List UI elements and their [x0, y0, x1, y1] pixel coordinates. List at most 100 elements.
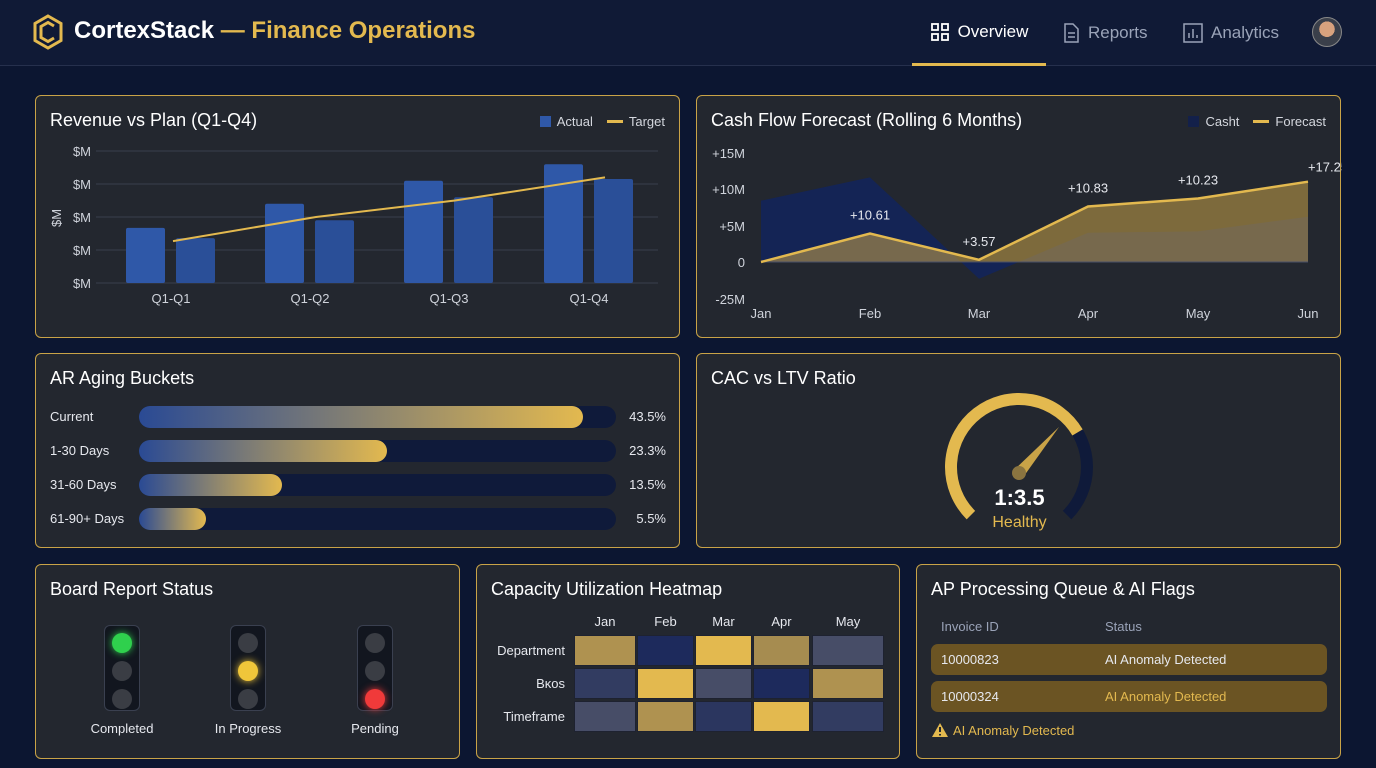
gauge-fill [945, 393, 1083, 520]
revenue-panel: Revenue vs Plan (Q1-Q4) Actual Target $M $… [35, 95, 680, 338]
ap-title: AP Processing Queue & AI Flags [931, 579, 1195, 599]
data-label: +10.61 [850, 208, 890, 223]
status-label: Completed [90, 721, 154, 736]
ar-bar-track [139, 508, 616, 530]
y-tick: $M [73, 144, 91, 159]
heatmap-cell[interactable] [574, 668, 636, 699]
heatmap-cell[interactable] [812, 635, 884, 666]
heatmap-row-label: Department [497, 643, 565, 658]
revenue-chart: $M $M $M $M $M $M Q1-Q1 Q1-Q2 Q1-Q3 Q1-Q4 [49, 144, 658, 306]
cac-ltv-panel: CAC vs LTV Ratio 1:3.5 Healthy [696, 353, 1341, 548]
ar-bar-track [139, 406, 616, 428]
logo-icon [33, 14, 63, 50]
heatmap-panel: Capacity Utilization Heatmap Jan Feb Mar Ap… [476, 564, 900, 759]
col-status: Status [1105, 619, 1142, 634]
heatmap-cell[interactable] [812, 668, 884, 699]
tab-reports[interactable]: Reports [1062, 0, 1148, 66]
heatmap-cell[interactable] [695, 668, 752, 699]
heatmap-cell[interactable] [753, 668, 810, 699]
traffic-light [104, 625, 140, 711]
ap-row[interactable]: 10000823 AI Anomaly Detected [931, 644, 1327, 675]
x-tick: Q1-Q3 [429, 291, 468, 306]
y-tick: -25M [715, 292, 745, 307]
x-tick: Q1-Q2 [290, 291, 329, 306]
forecast-area [761, 181, 1308, 262]
heatmap-cell[interactable] [574, 635, 636, 666]
cashflow-chart: +15M +10M +5M 0 -25M Jan Feb Mar Apr May Jun +10.61… [712, 146, 1342, 321]
heatmap-cell[interactable] [574, 701, 636, 732]
heatmap-col-label: Mar [712, 614, 735, 629]
bar-secondary [315, 220, 354, 283]
gauge-status: Healthy [992, 514, 1047, 531]
light-off [365, 661, 385, 681]
ar-bar-track [139, 440, 616, 462]
heatmap-cell[interactable] [637, 668, 694, 699]
y-tick: +10M [712, 182, 745, 197]
heatmap-cell[interactable] [753, 701, 810, 732]
ar-bar-track [139, 474, 616, 496]
ar-title: AR Aging Buckets [50, 368, 195, 388]
light-off [112, 689, 132, 709]
bar-secondary [454, 197, 493, 283]
heatmap-cell[interactable] [753, 635, 810, 666]
board-report-panel: Board Report Status Completed In Progress… [35, 564, 460, 759]
x-tick: Feb [859, 306, 881, 321]
bar-actual [404, 180, 443, 283]
cashflow-panel: Cash Flow Forecast (Rolling 6 Months) Ca… [696, 95, 1342, 338]
ar-bucket: 1-30 Days 23.3% [50, 440, 666, 462]
heatmap-cell[interactable] [695, 701, 752, 732]
cashflow-title: Cash Flow Forecast (Rolling 6 Months) [711, 110, 1023, 130]
x-tick: Apr [1078, 306, 1099, 321]
heatmap-cell[interactable] [695, 635, 752, 666]
warning-icon [932, 723, 948, 737]
yellow-light [238, 661, 258, 681]
heatmap-row-label: Bĸos [536, 676, 565, 691]
header: CortexStack — Finance Operations Overvie… [0, 0, 1376, 66]
heatmap-title: Capacity Utilization Heatmap [491, 579, 723, 599]
heatmap-row-label: Timeframe [503, 709, 565, 724]
y-tick: 0 [738, 255, 745, 270]
traffic-light [230, 625, 266, 711]
x-tick: Q1-Q1 [151, 291, 190, 306]
ar-bucket: 61-90+ Days 5.5% [50, 508, 666, 530]
ar-bucket: Current 43.5% [50, 406, 666, 428]
y-tick: $M [73, 276, 91, 291]
forecast-line [760, 180, 1309, 264]
y-tick: $M [73, 210, 91, 225]
board-title: Board Report Status [50, 579, 214, 599]
heatmap-col-label: Jan [594, 614, 616, 629]
x-tick: May [1186, 306, 1211, 321]
bar-secondary [594, 179, 633, 283]
data-label: +10.23 [1178, 172, 1218, 187]
data-label: +17.25 [1308, 160, 1342, 175]
ar-bar-fill [139, 406, 583, 428]
heatmap-cell[interactable] [637, 701, 694, 732]
ap-row[interactable]: 10000324 AI Anomaly Detected [931, 681, 1327, 712]
grid-icon [930, 22, 949, 41]
tab-analytics[interactable]: Analytics [1183, 0, 1279, 66]
heatmap-cell[interactable] [812, 701, 884, 732]
data-label: +10.83 [1068, 181, 1108, 196]
traffic-light [357, 625, 393, 711]
col-invoice-id: Invoice ID [941, 619, 999, 634]
ar-bar-fill [139, 474, 283, 496]
ar-aging-panel: AR Aging Buckets Current 43.5% 1-30 Days 23… [35, 353, 680, 548]
user-avatar[interactable] [1312, 17, 1342, 47]
tab-overview[interactable]: Overview [912, 0, 1046, 66]
x-tick: Q1-Q4 [569, 291, 608, 306]
y-axis-label: $M [49, 209, 64, 227]
heatmap-cell[interactable] [637, 635, 694, 666]
gauge [945, 393, 1093, 520]
gauge-value: 1:3.5 [994, 485, 1045, 510]
gauge-title: CAC vs LTV Ratio [711, 368, 856, 388]
bar-chart-icon [1183, 23, 1203, 43]
y-tick: +15M [712, 146, 745, 161]
status-label: Pending [351, 721, 399, 736]
light-off [112, 661, 132, 681]
bar-actual [544, 164, 583, 283]
revenue-title: Revenue vs Plan (Q1-Q4) [50, 110, 258, 130]
heatmap-col-label: Apr [771, 614, 792, 629]
green-light [112, 633, 132, 653]
target-line [172, 176, 606, 243]
heatmap-col-label: Feb [654, 614, 677, 629]
